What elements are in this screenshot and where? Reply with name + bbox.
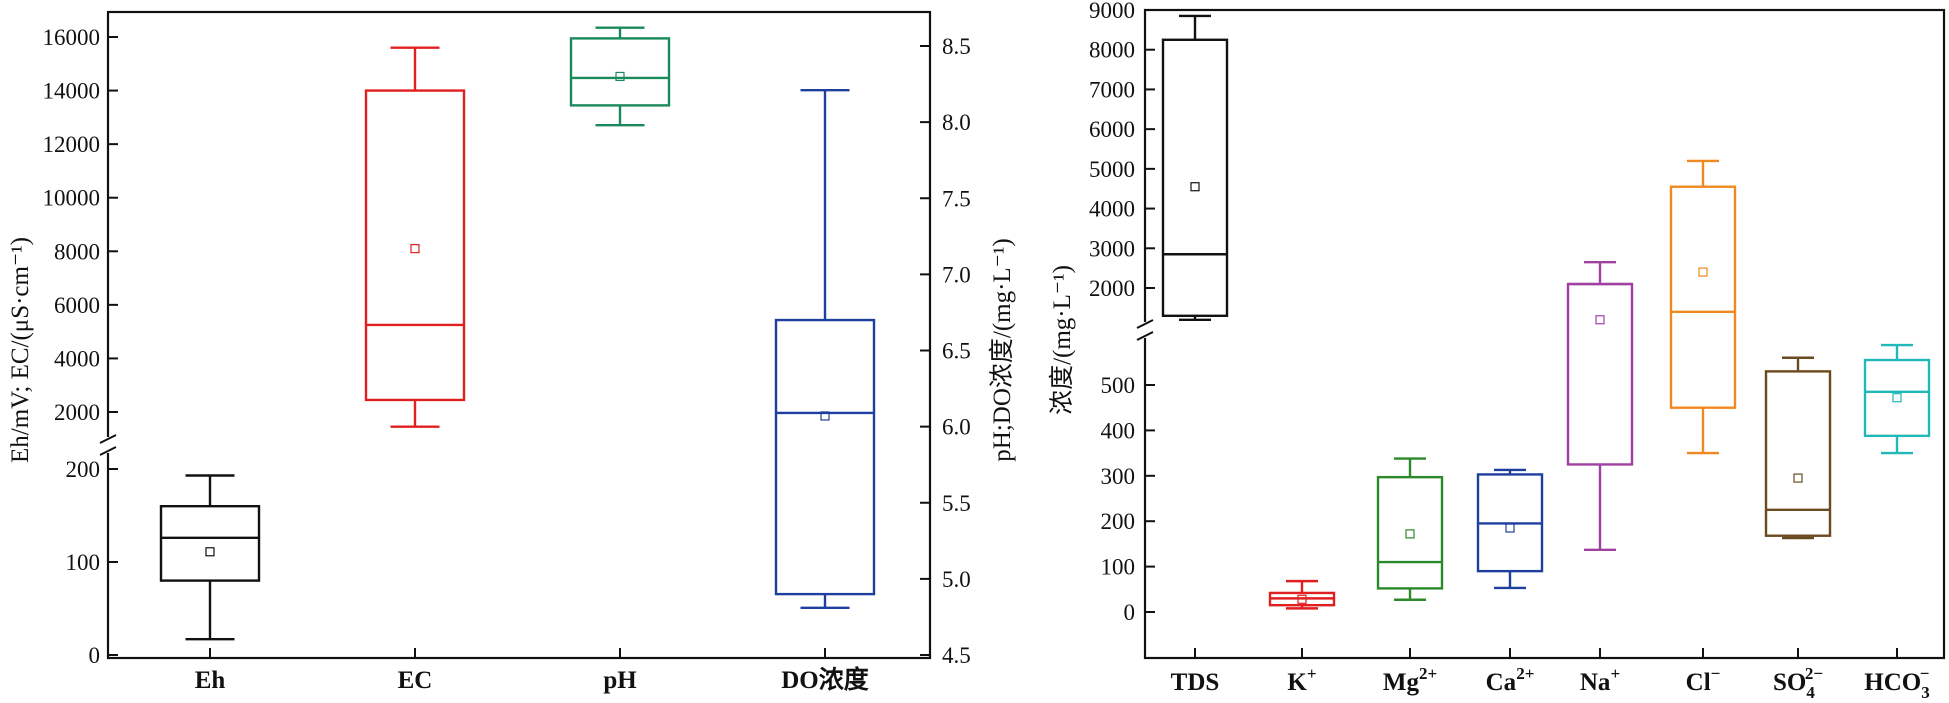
mean-marker: [1190, 182, 1200, 192]
y-tick-label: 3000: [1089, 236, 1135, 261]
category-label: Ca2+: [1486, 664, 1535, 696]
y-tick-label: 4000: [1089, 197, 1135, 222]
box2-6: [1764, 356, 1832, 540]
box-0: [159, 474, 261, 641]
right-tick-label: 5.0: [942, 567, 971, 592]
y-tick-label: 500: [1101, 373, 1136, 398]
category-label: HCO3−: [1864, 664, 1929, 698]
category-label: SO42−: [1773, 664, 1823, 698]
iqr-box: [364, 89, 466, 402]
category-label: Mg2+: [1383, 664, 1437, 696]
y-tick-label: 9000: [1089, 0, 1135, 23]
mean-marker: [615, 71, 625, 82]
y-tick-label: 400: [1101, 418, 1136, 443]
left-tick-label: 2000: [54, 400, 100, 425]
left-axis-title: Eh/mV; EC/(μS·cm⁻¹): [7, 237, 34, 463]
y-tick-label: 8000: [1089, 38, 1135, 63]
y-axis-break: [1135, 319, 1155, 341]
mean-marker: [205, 547, 215, 557]
iqr-box: [159, 505, 261, 582]
left-tick-label: 4000: [54, 346, 100, 371]
left-tick-label: 0: [89, 643, 101, 668]
box2-1: [1268, 579, 1336, 610]
box2-3: [1476, 468, 1544, 590]
y-tick-label: 5000: [1089, 157, 1135, 182]
category-label: DO浓度: [781, 665, 869, 694]
box2-0: [1161, 14, 1229, 321]
right-tick-label: 6.5: [942, 339, 971, 364]
right-tick-label: 5.5: [942, 491, 971, 516]
category-label: TDS: [1171, 669, 1220, 696]
category-label: Eh: [195, 667, 226, 694]
right-tick-label: 7.5: [942, 186, 971, 211]
right-tick-label: 6.0: [942, 415, 971, 440]
mean-marker: [820, 411, 830, 421]
left-tick-label: 12000: [43, 132, 101, 157]
left-tick-label: 14000: [43, 79, 101, 104]
mean-marker: [1297, 594, 1307, 604]
mean-marker: [1595, 315, 1605, 325]
mean-marker: [410, 244, 420, 254]
left-tick-label: 8000: [54, 239, 100, 264]
y-tick-label: 200: [1101, 509, 1136, 534]
iqr-box: [1566, 282, 1634, 466]
box2-2: [1376, 457, 1444, 601]
break-slash-top: [99, 434, 117, 444]
iqr-box: [774, 318, 876, 596]
category-label: EC: [398, 667, 433, 694]
box-1: [364, 46, 466, 428]
left-tick-label: 200: [66, 457, 101, 482]
box-2: [569, 26, 671, 127]
mean-marker: [1793, 473, 1803, 483]
box-3: [774, 88, 876, 610]
iqr-box: [1161, 38, 1229, 317]
left-tick-label: 6000: [54, 293, 100, 318]
right-tick-label: 8.5: [942, 34, 971, 59]
mean-marker: [1505, 523, 1515, 533]
plot-frame: [106, 10, 932, 660]
plot-frame-2: [1143, 8, 1946, 660]
y-tick-label: 100: [1101, 555, 1136, 580]
right-tick-label: 7.0: [942, 262, 971, 287]
right-tick-label: 8.0: [942, 110, 971, 135]
box2-4: [1566, 260, 1634, 552]
box2-5: [1669, 159, 1737, 455]
iqr-box: [1376, 475, 1444, 590]
category-label: K+: [1287, 664, 1316, 696]
iqr-box: [1669, 185, 1737, 409]
left-tick-label: 100: [66, 550, 101, 575]
y-axis-title: 浓度/(mg·L⁻¹): [1048, 265, 1076, 415]
category-label: Cl−: [1686, 664, 1721, 696]
left-tick-label: 10000: [43, 186, 101, 211]
category-label: Na+: [1580, 664, 1620, 696]
right-tick-label: 4.5: [942, 643, 971, 668]
break-slash-bottom: [1136, 331, 1154, 341]
iqr-box: [1863, 358, 1931, 438]
y-tick-label: 6000: [1089, 117, 1135, 142]
y-tick-label: 7000: [1089, 77, 1135, 102]
break-slash-bottom: [99, 446, 117, 456]
mean-marker: [1892, 393, 1902, 403]
mean-marker: [1698, 267, 1708, 277]
iqr-box: [1764, 370, 1832, 537]
mean-marker: [1405, 529, 1415, 539]
y-tick-label: 0: [1124, 600, 1136, 625]
left-axis-break: [98, 434, 118, 456]
category-label: pH: [603, 667, 637, 694]
right-axis-title: pH;DO浓度/(mg·L⁻¹): [988, 238, 1016, 461]
y-tick-label: 2000: [1089, 276, 1135, 301]
y-tick-label: 300: [1101, 464, 1136, 489]
break-slash-top: [1136, 319, 1154, 329]
left-tick-label: 16000: [43, 25, 101, 50]
box2-7: [1863, 343, 1931, 455]
iqr-box: [569, 37, 671, 107]
